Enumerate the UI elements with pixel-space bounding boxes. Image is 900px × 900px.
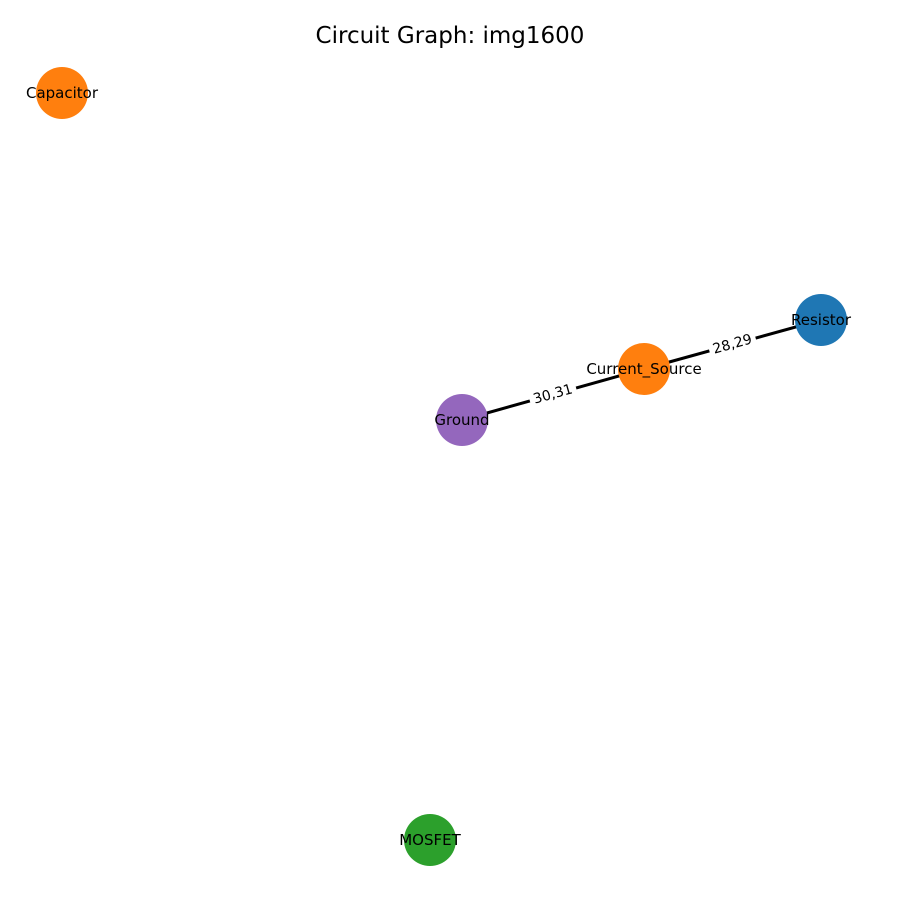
- node-circle: [36, 67, 88, 119]
- edge-label-background: [527, 378, 579, 411]
- node-label: Ground: [434, 411, 489, 429]
- edge-label-background: [706, 328, 759, 361]
- node-circle: [404, 814, 456, 866]
- node-ground: Ground: [434, 394, 490, 446]
- edge-label-group: 30,31: [527, 378, 579, 411]
- node-capacitor: Capacitor: [26, 67, 99, 119]
- nodes-layer: Capacitor Resistor Current_Source Ground MOS…: [26, 67, 852, 866]
- node-circle: [436, 394, 488, 446]
- diagram-title: Circuit Graph: img1600: [316, 23, 585, 49]
- node-label: MOSFET: [399, 831, 461, 849]
- node-resistor: Resistor: [791, 294, 852, 346]
- node-mosfet: MOSFET: [399, 814, 462, 866]
- node-label: Current_Source: [586, 360, 701, 379]
- node-circle: [795, 294, 847, 346]
- node-label: Capacitor: [26, 84, 99, 102]
- node-circle: [618, 343, 670, 395]
- edge-label-group: 28,29: [706, 328, 759, 361]
- node-label: Resistor: [791, 311, 852, 329]
- node-current_source: Current_Source: [586, 343, 702, 395]
